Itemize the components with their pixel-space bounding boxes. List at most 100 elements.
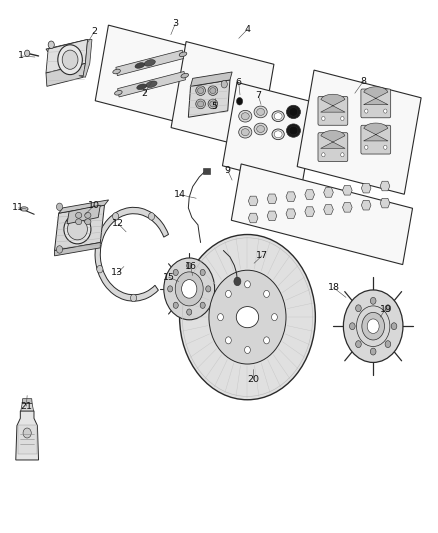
- Circle shape: [384, 109, 387, 113]
- Circle shape: [244, 281, 251, 288]
- Polygon shape: [79, 39, 92, 77]
- Text: 3: 3: [172, 20, 178, 28]
- Circle shape: [164, 258, 215, 320]
- Circle shape: [226, 290, 231, 297]
- Polygon shape: [118, 71, 185, 97]
- Circle shape: [57, 246, 63, 253]
- Circle shape: [168, 286, 173, 292]
- Ellipse shape: [241, 112, 249, 120]
- Text: 1: 1: [18, 52, 24, 60]
- Ellipse shape: [274, 112, 282, 120]
- Circle shape: [362, 312, 385, 340]
- Polygon shape: [46, 39, 88, 73]
- Polygon shape: [343, 185, 352, 195]
- Circle shape: [200, 269, 205, 276]
- Ellipse shape: [254, 106, 267, 118]
- Polygon shape: [364, 87, 388, 104]
- Polygon shape: [223, 83, 316, 186]
- FancyBboxPatch shape: [361, 89, 391, 118]
- Ellipse shape: [85, 212, 91, 219]
- Polygon shape: [324, 205, 333, 214]
- Polygon shape: [231, 164, 413, 264]
- Circle shape: [221, 80, 227, 88]
- Polygon shape: [267, 194, 277, 204]
- Ellipse shape: [198, 87, 204, 93]
- Text: 10: 10: [88, 201, 100, 209]
- Circle shape: [321, 117, 325, 120]
- Ellipse shape: [85, 219, 91, 225]
- Text: 12: 12: [112, 220, 124, 228]
- Circle shape: [200, 302, 205, 309]
- Circle shape: [341, 117, 344, 120]
- Ellipse shape: [196, 99, 205, 109]
- Text: 13: 13: [111, 269, 124, 277]
- Circle shape: [385, 341, 391, 348]
- Text: 16: 16: [184, 262, 197, 271]
- Ellipse shape: [254, 123, 267, 135]
- Ellipse shape: [67, 219, 88, 240]
- Polygon shape: [248, 196, 258, 206]
- Ellipse shape: [64, 214, 91, 244]
- Text: 15: 15: [162, 273, 175, 281]
- Ellipse shape: [289, 108, 298, 116]
- Ellipse shape: [210, 87, 216, 93]
- Text: 17: 17: [256, 252, 268, 260]
- Circle shape: [187, 309, 192, 315]
- Text: 9: 9: [225, 166, 231, 175]
- Polygon shape: [343, 203, 352, 212]
- Text: 20: 20: [247, 375, 259, 384]
- Ellipse shape: [113, 69, 120, 74]
- Circle shape: [384, 146, 387, 149]
- Polygon shape: [54, 243, 100, 256]
- Circle shape: [113, 213, 119, 220]
- Ellipse shape: [236, 306, 259, 328]
- Ellipse shape: [257, 109, 265, 116]
- Circle shape: [264, 337, 269, 344]
- Circle shape: [173, 302, 178, 309]
- Circle shape: [48, 41, 54, 49]
- Circle shape: [180, 235, 315, 400]
- Ellipse shape: [272, 111, 284, 122]
- Polygon shape: [305, 190, 314, 199]
- Circle shape: [62, 50, 78, 69]
- Polygon shape: [21, 403, 34, 411]
- Polygon shape: [22, 399, 32, 403]
- Wedge shape: [95, 207, 169, 301]
- Polygon shape: [16, 411, 39, 460]
- Circle shape: [391, 323, 397, 329]
- Circle shape: [57, 203, 63, 211]
- Ellipse shape: [20, 207, 28, 211]
- Ellipse shape: [286, 124, 300, 137]
- Circle shape: [234, 277, 241, 286]
- Polygon shape: [191, 72, 232, 86]
- Circle shape: [356, 341, 361, 348]
- Polygon shape: [46, 63, 85, 86]
- Ellipse shape: [286, 106, 300, 119]
- Circle shape: [209, 270, 286, 364]
- Circle shape: [264, 290, 269, 297]
- Circle shape: [371, 297, 376, 304]
- Circle shape: [226, 337, 231, 344]
- Circle shape: [148, 213, 155, 220]
- FancyBboxPatch shape: [318, 96, 348, 125]
- Polygon shape: [297, 70, 421, 194]
- Text: 2: 2: [91, 28, 97, 36]
- Circle shape: [237, 98, 243, 105]
- Polygon shape: [95, 25, 207, 126]
- Polygon shape: [59, 200, 109, 213]
- Circle shape: [385, 305, 391, 312]
- Circle shape: [173, 269, 178, 276]
- Polygon shape: [361, 200, 371, 210]
- Polygon shape: [286, 209, 296, 219]
- Text: 7: 7: [255, 92, 261, 100]
- Polygon shape: [46, 39, 90, 55]
- Circle shape: [321, 153, 325, 157]
- Polygon shape: [267, 211, 277, 221]
- Polygon shape: [305, 207, 314, 216]
- Circle shape: [272, 313, 277, 321]
- Ellipse shape: [239, 126, 252, 138]
- Circle shape: [23, 428, 31, 438]
- Circle shape: [244, 346, 251, 353]
- Circle shape: [175, 272, 203, 306]
- Polygon shape: [248, 213, 258, 223]
